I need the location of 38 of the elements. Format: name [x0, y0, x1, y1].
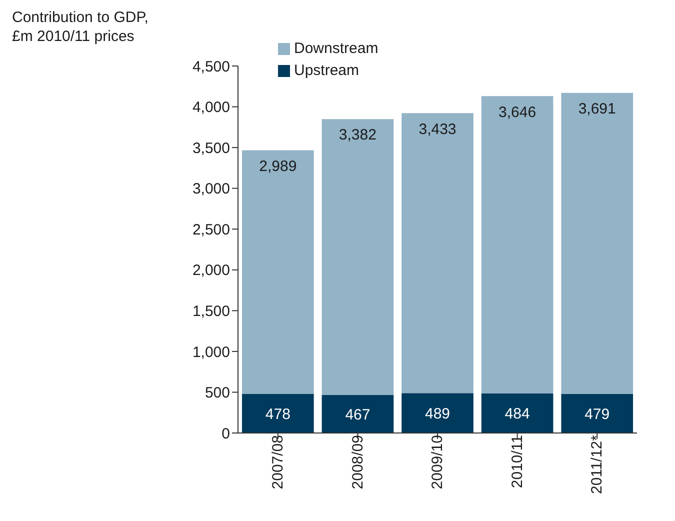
y-tick-label: 4,000	[192, 99, 230, 116]
data-label: 3,382	[338, 126, 376, 144]
bar	[402, 393, 474, 433]
x-tick-label: 2008/09	[349, 435, 366, 490]
data-label: 489	[424, 405, 450, 422]
y-tick-label: 3,500	[192, 140, 230, 157]
legend-label: Downstream	[294, 40, 378, 57]
y-tick-label: 0	[222, 425, 230, 442]
y-tick-label: 1,000	[192, 344, 230, 361]
bar	[322, 119, 394, 395]
bar	[561, 92, 634, 394]
data-label: 467	[345, 406, 370, 424]
data-label: 479	[584, 406, 610, 423]
y-tick-label: 1,500	[192, 302, 230, 320]
legend-label: Upstream	[294, 62, 360, 79]
bar	[242, 150, 314, 394]
bar	[481, 96, 554, 394]
y-tick-label: 500	[204, 384, 230, 402]
bar	[402, 113, 474, 394]
y-tick-label: 4,500	[192, 58, 230, 76]
data-label: 3,646	[498, 104, 536, 121]
y-tick-label: 3,000	[192, 180, 230, 198]
bar	[561, 394, 634, 433]
data-label: 2,989	[259, 158, 297, 175]
y-tick-label: 2,500	[192, 221, 230, 238]
y-tick-label: 2,000	[192, 262, 230, 280]
data-label: 478	[265, 406, 290, 423]
x-tick-label: 2009/10	[429, 435, 446, 490]
data-label: 3,691	[578, 100, 616, 118]
x-tick-label: 2011/12*	[588, 434, 606, 494]
data-label: 3,433	[418, 120, 456, 138]
data-label: 484	[504, 406, 530, 423]
bar	[481, 394, 554, 433]
x-tick-label: 2010/11	[508, 435, 526, 488]
bar	[322, 394, 394, 433]
bar	[242, 394, 314, 433]
x-tick-label: 2007/08	[270, 435, 287, 490]
y-axis-title: Contribution to GDP, £m 2010/11 prices	[12, 8, 148, 46]
